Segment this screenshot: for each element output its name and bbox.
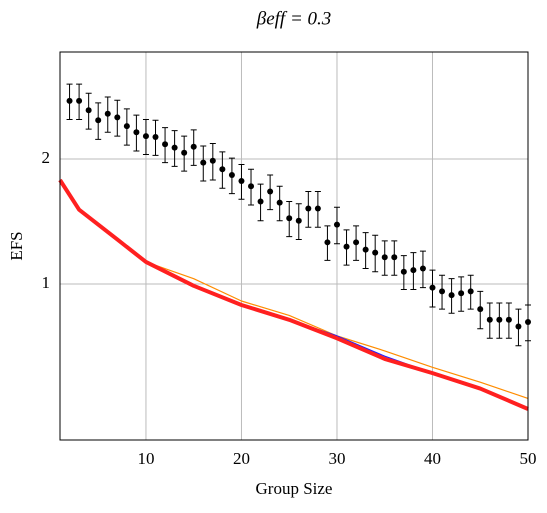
x-axis-label: Group Size	[256, 479, 333, 498]
y-axis-label: EFS	[7, 231, 26, 260]
point	[477, 306, 484, 313]
point	[324, 239, 331, 246]
point	[381, 254, 388, 261]
point	[419, 265, 426, 272]
point	[114, 114, 121, 121]
point	[162, 141, 169, 148]
point	[505, 316, 512, 323]
point	[219, 166, 226, 173]
point	[391, 254, 398, 261]
point	[353, 239, 360, 246]
point	[257, 198, 264, 205]
line	[59, 179, 529, 400]
point	[181, 149, 188, 156]
point	[76, 97, 83, 104]
x-tick-label: 50	[520, 449, 537, 468]
point	[286, 215, 293, 222]
point	[152, 133, 159, 140]
chart-title: βeff = 0.3	[256, 8, 332, 29]
point	[295, 217, 302, 224]
point	[410, 267, 417, 274]
point	[171, 144, 178, 151]
x-tick-label: 20	[233, 449, 250, 468]
x-tick-label: 30	[328, 449, 345, 468]
point	[400, 268, 407, 275]
point	[95, 117, 102, 124]
point	[133, 129, 140, 136]
point	[200, 159, 207, 166]
point	[439, 288, 446, 295]
point	[467, 288, 474, 295]
point	[209, 157, 216, 164]
point	[66, 97, 73, 104]
point	[123, 123, 130, 130]
point	[486, 316, 493, 323]
point	[142, 133, 149, 140]
point	[238, 178, 245, 185]
point	[372, 249, 379, 256]
x-tick-label: 40	[424, 449, 441, 468]
point	[333, 221, 340, 228]
point	[458, 290, 465, 297]
point	[104, 110, 111, 117]
point	[362, 246, 369, 253]
line	[58, 178, 529, 411]
point	[228, 172, 235, 179]
point	[267, 188, 274, 195]
x-tick-label: 10	[137, 449, 154, 468]
point	[429, 284, 436, 291]
point	[190, 143, 197, 150]
y-tick-label: 2	[42, 148, 51, 167]
y-tick-label: 1	[42, 273, 51, 292]
point	[276, 199, 283, 206]
point	[248, 183, 255, 190]
plot-frame	[59, 51, 529, 441]
point	[305, 205, 312, 212]
point	[448, 292, 455, 299]
point	[85, 107, 92, 114]
point	[343, 243, 350, 250]
point	[314, 205, 321, 212]
point	[515, 323, 522, 330]
point	[496, 316, 503, 323]
